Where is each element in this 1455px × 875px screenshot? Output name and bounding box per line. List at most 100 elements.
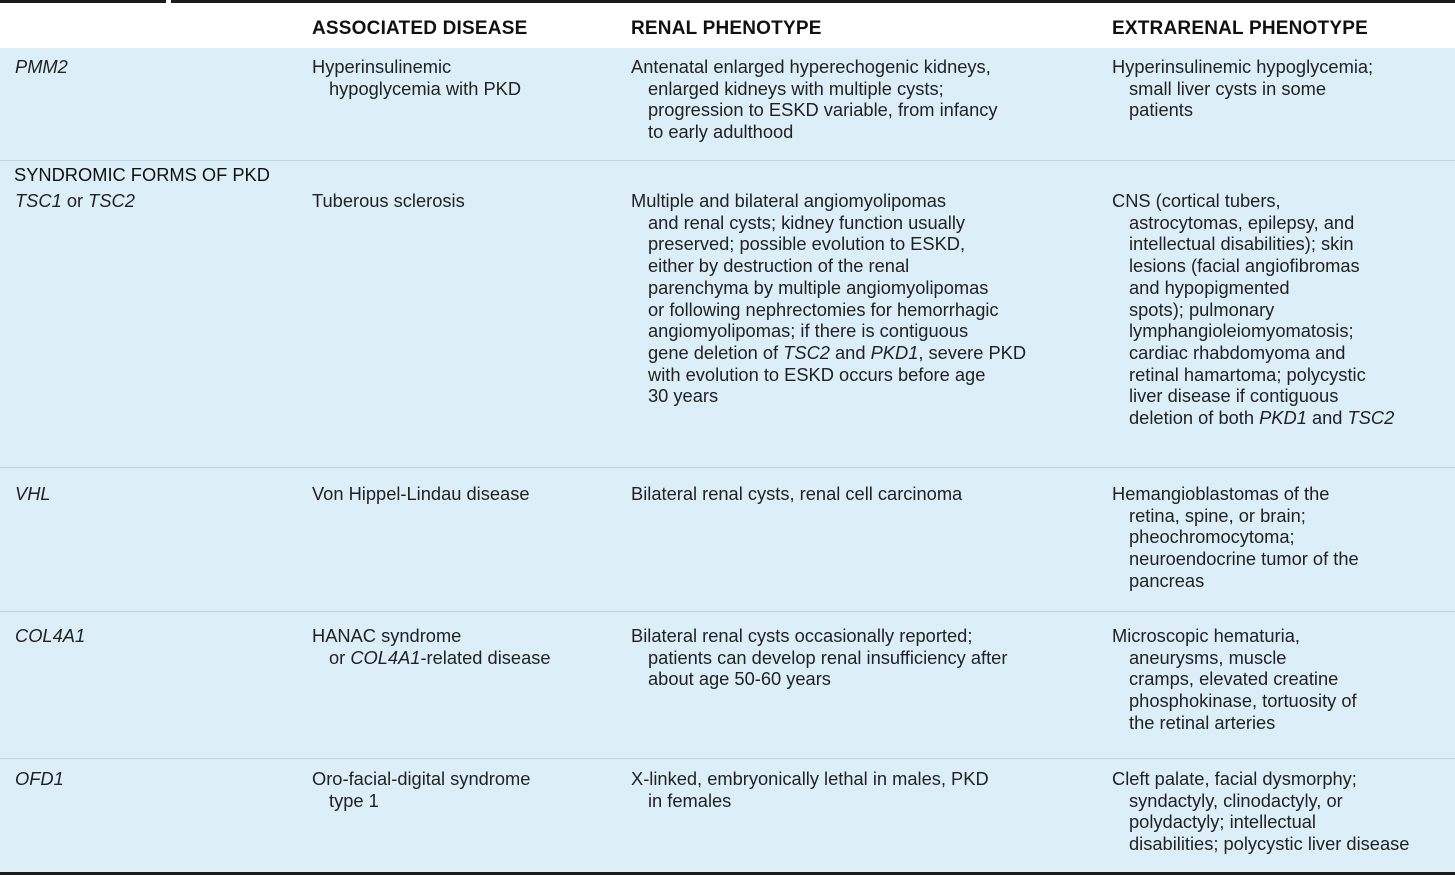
- extrarenal-line: pancreas: [1129, 569, 1205, 591]
- gene-name: PKD1: [870, 341, 919, 363]
- disease-line: Von Hippel-Lindau disease: [312, 483, 530, 504]
- gene-name: TSC2: [1347, 407, 1395, 429]
- table-row-col4a1: COL4A1 HANAC syndrome or COL4A1-related …: [0, 617, 1455, 759]
- renal-line: X-linked, embryonically lethal in males,…: [631, 768, 989, 789]
- table-row-vhl: VHL Von Hippel-Lindau disease Bilateral …: [0, 475, 1455, 612]
- renal-line: Antenatal enlarged hyperechogenic kidney…: [631, 56, 991, 77]
- extrarenal-cell: Cleft palate, facial dysmorphy; syndacty…: [1112, 768, 1409, 855]
- section-heading: SYNDROMIC FORMS OF PKD: [14, 164, 270, 185]
- disease-line: hypoglycemia with PKD: [329, 77, 522, 99]
- disease-text: -related disease: [420, 646, 551, 668]
- renal-text: gene deletion of: [648, 341, 784, 363]
- disease-cell: Oro-facial-digital syndrome type 1: [312, 768, 530, 811]
- renal-line: patients can develop renal insufficiency…: [648, 646, 1008, 668]
- extrarenal-text: and: [1306, 407, 1348, 429]
- renal-cell: Antenatal enlarged hyperechogenic kidney…: [631, 56, 998, 143]
- renal-line: parenchyma by multiple angiomyolipomas: [648, 276, 989, 298]
- extrarenal-line: phosphokinase, tortuosity of: [1129, 690, 1357, 712]
- renal-line: about age 50-60 years: [648, 668, 831, 690]
- renal-line: gene deletion of TSC2 and PKD1, severe P…: [631, 342, 1026, 364]
- extrarenal-line: Hemangioblastomas of the: [1112, 483, 1330, 504]
- renal-line: and renal cysts; kidney function usually: [648, 211, 966, 233]
- top-rule-left: [0, 0, 166, 3]
- disease-line: Oro-facial-digital syndrome: [312, 768, 531, 789]
- gene-name: TSC2: [88, 190, 135, 211]
- renal-line: 30 years: [648, 385, 719, 407]
- extrarenal-cell: Hyperinsulinemic hypoglycemia; small liv…: [1112, 56, 1373, 121]
- renal-line: with evolution to ESKD occurs before age: [648, 363, 986, 385]
- renal-line: enlarged kidneys with multiple cysts;: [648, 77, 944, 99]
- renal-line: to early adulthood: [648, 121, 794, 143]
- extrarenal-line: liver disease if contiguous: [1129, 385, 1339, 407]
- extrarenal-line: syndactyly, clinodactyly, or: [1129, 789, 1343, 811]
- header-renal-phenotype: RENAL PHENOTYPE: [631, 18, 822, 39]
- gene-name: TSC1: [15, 190, 62, 211]
- renal-line: angiomyolipomas; if there is contiguous: [648, 320, 969, 342]
- renal-line: Bilateral renal cysts occasionally repor…: [631, 625, 973, 646]
- disease-text: or: [329, 646, 351, 668]
- extrarenal-line: polydactyly; intellectual: [1129, 811, 1316, 833]
- extrarenal-line: astrocytomas, epilepsy, and: [1129, 211, 1355, 233]
- disease-line: HANAC syndrome: [312, 625, 462, 646]
- extrarenal-line: disabilities; polycystic liver disease: [1129, 833, 1410, 855]
- extrarenal-line: cramps, elevated creatine: [1129, 668, 1339, 690]
- gene-cell: COL4A1: [15, 625, 85, 647]
- disease-cell: Tuberous sclerosis: [312, 190, 465, 212]
- extrarenal-cell: CNS (cortical tubers, astrocytomas, epil…: [1112, 190, 1394, 429]
- renal-cell: Multiple and bilateral angiomyolipomas a…: [631, 190, 1026, 407]
- extrarenal-line: small liver cysts in some: [1129, 77, 1327, 99]
- extrarenal-line: intellectual disabilities); skin: [1129, 233, 1354, 255]
- extrarenal-line: aneurysms, muscle: [1129, 646, 1287, 668]
- extrarenal-line: lesions (facial angiofibromas: [1129, 255, 1360, 277]
- renal-line: Bilateral renal cysts, renal cell carcin…: [631, 483, 963, 504]
- extrarenal-line: pheochromocytoma;: [1129, 526, 1295, 548]
- gene-cell: OFD1: [15, 768, 64, 790]
- header-associated-disease: ASSOCIATED DISEASE: [312, 18, 528, 39]
- renal-cell: X-linked, embryonically lethal in males,…: [631, 768, 989, 811]
- extrarenal-line: and hypopigmented: [1129, 276, 1290, 298]
- extrarenal-cell: Microscopic hematuria, aneurysms, muscle…: [1112, 625, 1357, 734]
- renal-line: in females: [648, 789, 732, 811]
- renal-text: , severe PKD: [918, 341, 1027, 363]
- renal-line: Multiple and bilateral angiomyolipomas: [631, 190, 947, 211]
- renal-line: progression to ESKD variable, from infan…: [648, 99, 998, 121]
- header-extrarenal-phenotype: EXTRARENAL PHENOTYPE: [1112, 18, 1368, 39]
- gene-name: COL4A1: [350, 646, 421, 668]
- gene-name: OFD1: [15, 768, 64, 789]
- section-row: SYNDROMIC FORMS OF PKD: [0, 160, 1455, 190]
- table-row-pmm2: PMM2 Hyperinsulinemic hypoglycemia with …: [0, 48, 1455, 161]
- extrarenal-line: patients: [1129, 99, 1194, 121]
- extrarenal-line: CNS (cortical tubers,: [1112, 190, 1281, 211]
- renal-cell: Bilateral renal cysts occasionally repor…: [631, 625, 1007, 690]
- disease-cell: Von Hippel-Lindau disease: [312, 483, 530, 505]
- gene-name: PMM2: [15, 56, 68, 77]
- disease-cell: Hyperinsulinemic hypoglycemia with PKD: [312, 56, 521, 99]
- gene-cell: VHL: [15, 483, 51, 505]
- extrarenal-line: the retinal arteries: [1129, 711, 1276, 733]
- top-rule-right: [171, 0, 1455, 3]
- gene-name: PKD1: [1259, 407, 1307, 429]
- extrarenal-line: Cleft palate, facial dysmorphy;: [1112, 768, 1357, 789]
- gene-conjunction: or: [61, 190, 89, 211]
- disease-line: or COL4A1-related disease: [312, 647, 551, 669]
- disease-line: Tuberous sclerosis: [312, 190, 465, 211]
- extrarenal-line: cardiac rhabdomyoma and: [1129, 341, 1346, 363]
- extrarenal-line: retina, spine, or brain;: [1129, 504, 1306, 526]
- gene-cell: TSC1 or TSC2: [15, 190, 135, 212]
- renal-cell: Bilateral renal cysts, renal cell carcin…: [631, 483, 962, 505]
- renal-line: or following nephrectomies for hemorrhag…: [648, 298, 999, 320]
- table-row-ofd1: OFD1 Oro-facial-digital syndrome type 1 …: [0, 760, 1455, 872]
- gene-name: COL4A1: [15, 625, 86, 646]
- table-row-tsc: TSC1 or TSC2 Tuberous sclerosis Multiple…: [0, 182, 1455, 468]
- extrarenal-line: Microscopic hematuria,: [1112, 625, 1300, 646]
- extrarenal-cell: Hemangioblastomas of the retina, spine, …: [1112, 483, 1359, 592]
- extrarenal-line: lymphangioleiomyomatosis;: [1129, 320, 1354, 342]
- extrarenal-line: spots); pulmonary: [1129, 298, 1275, 320]
- disease-line: Hyperinsulinemic: [312, 56, 452, 77]
- top-rule: [0, 0, 1455, 5]
- extrarenal-line: retinal hamartoma; polycystic: [1129, 363, 1366, 385]
- table-header: ASSOCIATED DISEASE RENAL PHENOTYPE EXTRA…: [0, 5, 1455, 48]
- extrarenal-line: Hyperinsulinemic hypoglycemia;: [1112, 56, 1374, 77]
- renal-line: either by destruction of the renal: [648, 255, 910, 277]
